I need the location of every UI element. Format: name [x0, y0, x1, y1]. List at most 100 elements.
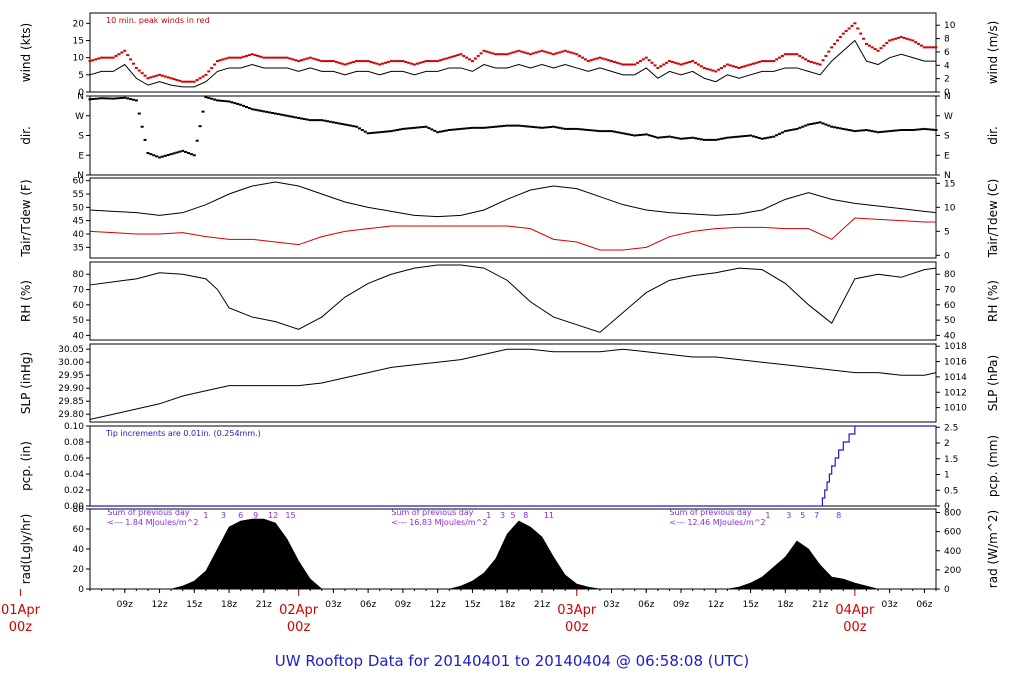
data-point	[297, 116, 301, 119]
data-point	[850, 24, 854, 27]
data-point	[320, 119, 324, 122]
panel-frame	[89, 12, 937, 93]
data-point	[386, 130, 390, 133]
data-point	[259, 55, 263, 58]
data-point	[210, 97, 214, 100]
data-point	[236, 102, 240, 105]
data-point	[595, 57, 599, 60]
data-point	[181, 149, 185, 152]
right-tick-label: N	[944, 171, 951, 181]
data-point	[94, 97, 98, 100]
data-point	[276, 113, 280, 116]
data-point	[468, 127, 472, 130]
data-point	[612, 60, 616, 63]
data-point	[323, 119, 327, 122]
data-point	[549, 125, 553, 128]
right-tick-label: 40	[944, 331, 956, 341]
data-point	[630, 133, 634, 136]
series-SLP	[89, 348, 937, 420]
data-point	[218, 99, 222, 102]
data-point	[673, 136, 677, 139]
chart-title: UW Rooftop Data for 20140401 to 20140404…	[275, 652, 749, 670]
data-point	[146, 152, 150, 155]
data-point	[896, 129, 900, 132]
data-point	[520, 50, 524, 53]
data-point	[479, 52, 483, 55]
data-point	[914, 128, 918, 131]
data-point	[662, 63, 666, 66]
data-point	[624, 132, 628, 135]
data-point	[169, 77, 173, 80]
panel-temp: 35 40 45 50 55 60 0 5 10 15 Tair/Tdew (F) Tair/Tdew…	[19, 177, 1000, 262]
data-point	[920, 128, 924, 131]
data-point	[456, 128, 460, 131]
hour-marker: 1	[765, 511, 770, 520]
data-point	[641, 133, 645, 136]
data-point	[673, 61, 677, 64]
data-point	[476, 126, 480, 129]
data-point	[517, 49, 521, 52]
data-point	[885, 42, 889, 45]
data-point	[360, 129, 364, 132]
data-point	[934, 46, 938, 49]
data-point	[450, 55, 454, 58]
data-point	[163, 75, 167, 78]
data-point	[746, 134, 750, 137]
right-tick-label: 5	[944, 227, 950, 237]
panel-annotation: 10 min. peak winds in red	[106, 16, 210, 25]
data-point	[662, 136, 666, 139]
right-tick-label: 2	[944, 439, 950, 449]
data-point	[126, 54, 130, 57]
data-point	[395, 129, 399, 132]
x-tick-label: 15z	[742, 600, 758, 610]
left-tick-label: 29.80	[58, 410, 84, 420]
data-point	[497, 125, 501, 128]
data-point	[456, 54, 460, 57]
data-point	[691, 60, 695, 63]
data-point	[126, 97, 130, 100]
data-point	[870, 46, 874, 49]
left-tick-label: 20	[73, 19, 85, 29]
left-tick-label: 40	[73, 545, 85, 555]
data-point	[494, 125, 498, 128]
radiation-sum-line: <--- 12.46 MJoules/m^2	[669, 518, 765, 527]
data-point	[537, 50, 541, 53]
data-point	[789, 53, 793, 56]
data-point	[242, 55, 246, 58]
data-point	[491, 52, 495, 55]
data-point	[459, 127, 463, 130]
data-point	[187, 80, 191, 83]
data-point	[653, 64, 657, 67]
data-point	[213, 63, 217, 66]
data-point	[749, 63, 753, 66]
data-point	[670, 136, 674, 139]
data-point	[569, 127, 573, 130]
radiation-sum-line: Sum of previous day	[107, 508, 189, 517]
right-tick-label: 1018	[944, 342, 967, 352]
data-point	[479, 126, 483, 129]
data-point	[395, 60, 399, 63]
data-point	[705, 138, 709, 141]
data-point	[821, 59, 825, 62]
data-point	[160, 74, 164, 77]
data-point	[896, 36, 900, 39]
data-point	[334, 121, 338, 124]
data-point	[864, 42, 868, 45]
data-point	[807, 123, 811, 126]
right-tick-label: 800	[944, 509, 961, 519]
date-label-hour: 00z	[565, 620, 589, 635]
data-point	[485, 50, 489, 53]
data-point	[754, 61, 758, 64]
hour-marker: 5	[800, 511, 805, 520]
data-point	[763, 60, 767, 63]
radiation-sum-line: Sum of previous day	[669, 508, 751, 517]
data-point	[369, 60, 373, 63]
left-tick-label: 0	[78, 585, 84, 595]
data-point	[326, 60, 330, 63]
data-point	[140, 125, 144, 128]
hour-marker: 1	[486, 511, 491, 520]
data-point	[740, 66, 744, 69]
data-point	[879, 47, 883, 50]
